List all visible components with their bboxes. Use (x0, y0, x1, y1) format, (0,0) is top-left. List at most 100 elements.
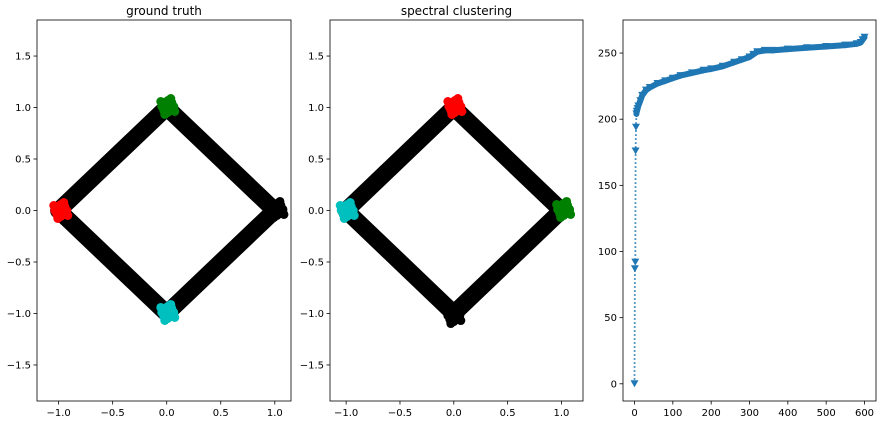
scatter-point (279, 209, 289, 219)
series-marker (749, 50, 758, 58)
scatter-point (166, 299, 176, 309)
series-marker (661, 77, 670, 85)
series-marker (822, 43, 831, 50)
y-tick-label: 1.5 (308, 52, 324, 63)
x-tick-label: 1.0 (554, 408, 570, 419)
y-tick-label: 250 (598, 49, 617, 60)
y-tick-label: 0.5 (308, 155, 324, 166)
series-marker (642, 86, 650, 94)
series-marker (803, 44, 811, 52)
series-marker (634, 102, 643, 110)
series-line (633, 36, 866, 384)
y-tick-label: −1.0 (300, 309, 324, 320)
x-tick-label: 1.0 (267, 408, 283, 419)
series-marker (783, 45, 792, 53)
scatter-band-series (337, 99, 570, 322)
scatter-point (170, 312, 180, 322)
series-marker (653, 80, 662, 87)
scatter-point (49, 201, 59, 210)
y-tick-label: −1.0 (7, 309, 31, 320)
chart-title: spectral clustering (401, 4, 512, 18)
series-marker (630, 380, 639, 388)
series-marker (841, 41, 850, 49)
scatter-point (453, 93, 463, 103)
scatter-point (457, 106, 467, 116)
x-tick-label: −1.0 (46, 408, 70, 419)
scatter-cluster-4 (552, 196, 576, 222)
sorted-values-panel: 0 100 200 300 400 500 600 0 50 100 150 200 250 (598, 19, 877, 419)
x-tick-label: 0 (631, 408, 637, 419)
x-tick-label: 600 (855, 408, 874, 419)
scatter-cluster-3 (156, 93, 180, 119)
series-marker (632, 123, 640, 131)
scatter-point (265, 199, 275, 209)
x-tick-label: 0.5 (213, 408, 229, 419)
y-tick-label: 0.0 (15, 206, 31, 217)
series-marker (753, 48, 762, 56)
series-marker (676, 72, 685, 80)
series-marker (699, 66, 708, 74)
scatter-point (452, 303, 462, 313)
series-marker (768, 46, 777, 54)
x-tick-label: 500 (817, 408, 836, 419)
series-marker (718, 62, 727, 70)
scatter-point (456, 316, 466, 326)
scatter-point (53, 214, 63, 223)
scatter-point (275, 196, 285, 206)
y-tick-label: 1.5 (15, 52, 31, 63)
scatter-point (446, 319, 456, 329)
scatter-point (160, 315, 170, 325)
series-marker (745, 53, 754, 61)
y-tick-label: 150 (598, 181, 617, 192)
scatter-point (339, 214, 349, 223)
scatter-point (63, 211, 73, 220)
scatter-point (552, 199, 562, 209)
series-marker (636, 97, 645, 105)
y-tick-label: 0 (611, 379, 617, 390)
y-tick-label: 50 (604, 313, 617, 324)
y-tick-label: 1.0 (308, 103, 324, 114)
x-tick-label: 100 (663, 408, 682, 419)
scatter-point (156, 302, 166, 312)
scatter-point (566, 209, 576, 219)
y-tick-label: 100 (598, 247, 617, 258)
scatter-cluster-1 (442, 303, 466, 329)
scatter-point (59, 198, 69, 207)
scatter-cluster-4 (156, 299, 180, 325)
scatter-point (562, 196, 572, 206)
series-marker (760, 46, 769, 54)
x-tick-label: −0.5 (388, 408, 412, 419)
y-tick-label: 1.0 (15, 103, 31, 114)
scatter-band-series (50, 99, 284, 322)
y-tick-label: −0.5 (300, 257, 324, 268)
series-marker (630, 265, 639, 273)
ground-truth-panel: ground truth −1.0 −0.5 0.0 0.5 1.0 −1.5 −1.0 −0.… (7, 4, 292, 419)
y-tick-label: −1.5 (300, 360, 324, 371)
y-tick-label: −0.5 (7, 257, 31, 268)
scatter-point (442, 306, 452, 316)
x-tick-label: 300 (740, 408, 759, 419)
x-tick-label: −0.5 (101, 408, 125, 419)
series-marker (645, 84, 654, 91)
scatter-point (556, 212, 566, 222)
scatter-cluster-2 (49, 198, 73, 223)
axes-frame (36, 19, 292, 402)
x-tick-label: 0.0 (446, 408, 462, 419)
x-tick-label: 0.0 (159, 408, 175, 419)
y-tick-label: 0.0 (308, 206, 324, 217)
scatter-point (443, 96, 453, 106)
scatter-point (160, 109, 170, 119)
scatter-point (345, 198, 355, 207)
x-tick-label: 400 (778, 408, 797, 419)
scatter-point (447, 109, 457, 119)
y-tick-label: 200 (598, 115, 617, 126)
chart-title: ground truth (126, 4, 202, 18)
scatter-point (166, 93, 176, 103)
series-marker (707, 65, 716, 73)
axes-frame (622, 19, 877, 402)
scatter-point (335, 201, 345, 210)
scatter-point (349, 211, 359, 220)
axes-frame (329, 19, 584, 402)
y-tick-label: −1.5 (7, 360, 31, 371)
